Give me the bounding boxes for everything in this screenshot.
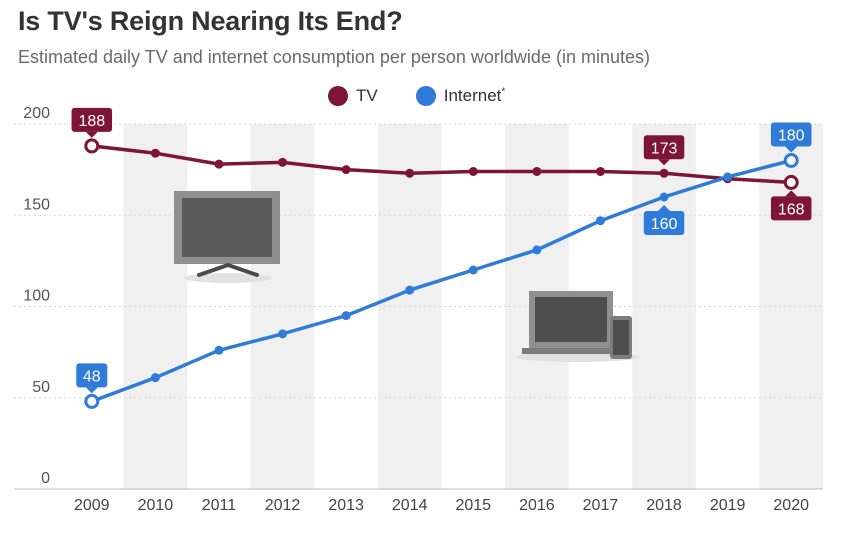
point-tv-2011 xyxy=(214,159,224,169)
chart-title: Is TV's Reign Nearing Its End? xyxy=(18,6,403,36)
point-tv-2013 xyxy=(341,165,351,175)
legend-label-internet-footnote-mark: * xyxy=(501,86,506,98)
point-internet-2009 xyxy=(84,393,100,409)
data-label-tv-2018: 173 xyxy=(643,135,685,166)
data-label-text: 168 xyxy=(778,201,805,218)
series-line-internet xyxy=(90,158,793,404)
data-label-box xyxy=(770,122,812,147)
data-label-pointer xyxy=(658,159,671,166)
tv-icon xyxy=(174,191,280,283)
legend-label-internet: Internet* xyxy=(444,86,506,106)
series-lines xyxy=(90,144,793,404)
point-internet-2017 xyxy=(595,216,605,226)
data-label-text: 160 xyxy=(651,216,678,233)
data-label-internet-2009: 48 xyxy=(76,363,108,394)
data-label-tv-2020: 168 xyxy=(770,190,812,221)
point-tv-2012 xyxy=(278,157,288,167)
x-tick-label-2020: 2020 xyxy=(773,497,809,514)
data-label-internet-2020: 180 xyxy=(770,122,812,153)
x-axis-tick-labels: 2009 2010 2011 2012 2013 2014 2015 2016 2017 2018… xyxy=(74,497,809,514)
point-tv-2017 xyxy=(595,166,605,176)
chart-subtitle: Estimated daily TV and internet consumpt… xyxy=(18,47,650,67)
point-tv-2014 xyxy=(405,168,415,178)
point-internet-2010 xyxy=(150,373,160,383)
gridlines xyxy=(14,123,823,490)
x-tick-label-2016: 2016 xyxy=(519,497,555,514)
legend-label-internet-text: Internet xyxy=(443,86,502,105)
legend-swatch-internet xyxy=(415,86,436,106)
data-label-box xyxy=(643,135,685,160)
data-label-text: 188 xyxy=(78,113,105,130)
point-internet-2019 xyxy=(723,172,733,182)
y-tick-label-50: 50 xyxy=(32,379,50,396)
point-internet-2013 xyxy=(341,311,351,321)
x-tick-label-2019: 2019 xyxy=(710,497,746,514)
point-tv-2015 xyxy=(468,166,478,176)
data-label-pointer xyxy=(85,387,98,394)
point-tv-2010 xyxy=(150,148,160,158)
x-tick-label-2017: 2017 xyxy=(583,497,619,514)
x-tick-label-2013: 2013 xyxy=(328,497,364,514)
point-internet-2018 xyxy=(659,192,669,202)
point-internet-2020 xyxy=(783,153,799,168)
data-label-box xyxy=(770,196,812,221)
point-tv-2020 xyxy=(783,174,799,190)
point-internet-2011 xyxy=(214,345,224,355)
point-tv-2016 xyxy=(532,166,542,176)
data-label-text: 173 xyxy=(651,140,678,157)
point-internet-2012 xyxy=(278,329,288,339)
point-internet-2014 xyxy=(405,285,415,295)
x-tick-label-2012: 2012 xyxy=(265,497,301,514)
data-labels: 188 173 168 48 160 180 xyxy=(71,107,812,394)
data-label-internet-2018: 160 xyxy=(643,205,685,235)
series-points xyxy=(84,138,799,409)
point-internet-2016 xyxy=(532,245,542,255)
column-band-2012 xyxy=(250,124,315,489)
legend-swatch-tv xyxy=(328,86,348,106)
data-label-box xyxy=(643,211,685,235)
y-tick-label-200: 200 xyxy=(23,105,50,122)
y-tick-label-150: 150 xyxy=(23,196,50,213)
legend: TV Internet* xyxy=(328,86,543,106)
x-tick-label-2015: 2015 xyxy=(455,497,491,514)
legend-item-tv: TV xyxy=(328,86,378,106)
data-label-pointer xyxy=(658,205,671,211)
x-tick-label-2010: 2010 xyxy=(138,497,174,514)
point-internet-2015 xyxy=(468,265,478,275)
y-axis-tick-labels: 0 50 100 150 200 xyxy=(23,105,50,487)
laptop-phone-icon xyxy=(516,291,640,362)
legend-label-tv: TV xyxy=(356,86,378,105)
point-tv-2018 xyxy=(659,168,669,178)
x-tick-label-2014: 2014 xyxy=(392,497,428,514)
data-label-pointer xyxy=(85,131,98,138)
legend-item-internet: Internet* xyxy=(415,86,506,106)
x-tick-label-2018: 2018 xyxy=(646,497,682,514)
data-label-text: 180 xyxy=(778,128,805,145)
series-line-tv xyxy=(90,144,793,185)
x-tick-label-2011: 2011 xyxy=(202,497,237,514)
data-label-pointer xyxy=(785,190,798,197)
data-label-box xyxy=(71,107,113,132)
point-tv-2009 xyxy=(84,138,100,154)
y-tick-label-0: 0 xyxy=(41,470,50,487)
data-label-text: 48 xyxy=(83,368,101,385)
x-tick-label-2009: 2009 xyxy=(74,497,110,514)
y-tick-label-100: 100 xyxy=(23,288,50,305)
data-label-box xyxy=(76,363,108,388)
data-label-tv-2009: 188 xyxy=(71,107,113,138)
data-label-pointer xyxy=(785,146,798,153)
